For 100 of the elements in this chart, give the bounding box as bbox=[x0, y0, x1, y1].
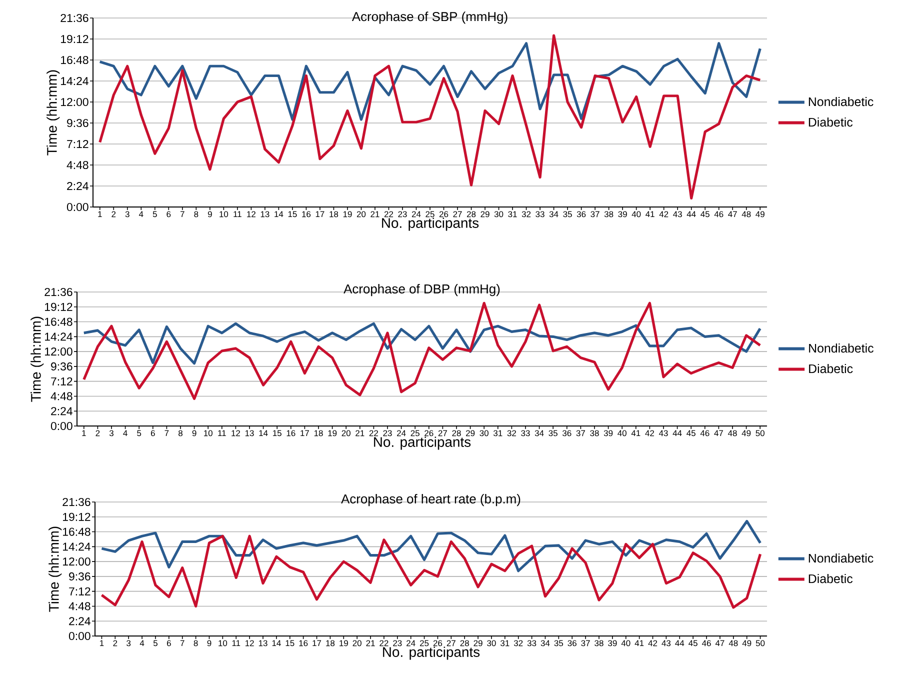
x-tick-label: 37 bbox=[590, 211, 600, 218]
x-tick-label: 38 bbox=[604, 211, 614, 218]
x-tick-label: 23 bbox=[398, 211, 407, 218]
x-tick-label: 43 bbox=[658, 430, 668, 436]
y-tick-label: 16:48 bbox=[45, 318, 72, 326]
x-tick-label: 12 bbox=[247, 211, 256, 218]
x-tick-label: 19 bbox=[328, 430, 337, 436]
y-tick-label: 7:12 bbox=[67, 140, 88, 148]
x-tick-label: 15 bbox=[286, 640, 294, 646]
x-tick-label: 39 bbox=[618, 211, 627, 218]
y-axis-title: Time (hh:mm) bbox=[46, 70, 60, 156]
x-axis-title: No. participants bbox=[382, 218, 479, 231]
x-tick-label: 15 bbox=[273, 430, 282, 436]
y-tick-label: 19:12 bbox=[45, 302, 72, 311]
x-tick-label: 5 bbox=[152, 211, 157, 218]
x-tick-label: 49 bbox=[756, 211, 764, 218]
x-tick-label: 2 bbox=[96, 430, 100, 436]
y-tick-label: 9:36 bbox=[67, 118, 88, 128]
x-tick-label: 14 bbox=[272, 640, 281, 646]
x-tick-label: 19 bbox=[340, 640, 348, 646]
x-tick-label: 4 bbox=[138, 211, 144, 218]
x-tick-label: 24 bbox=[406, 640, 416, 646]
x-tick-label: 9 bbox=[208, 211, 212, 218]
x-tick-label: 29 bbox=[480, 211, 490, 218]
x-tick-label: 5 bbox=[153, 640, 158, 646]
x-tick-label: 6 bbox=[166, 211, 171, 218]
x-tick-label: 8 bbox=[194, 211, 198, 218]
x-tick-label: 11 bbox=[218, 430, 226, 436]
y-tick-label: 14:24 bbox=[45, 332, 72, 341]
x-tick-label: 24 bbox=[412, 211, 421, 218]
x-tick-label: 3 bbox=[109, 430, 114, 436]
x-tick-label: 12 bbox=[232, 430, 240, 436]
x-tick-label: 41 bbox=[634, 640, 644, 646]
y-tick-label: 14:24 bbox=[61, 76, 88, 85]
x-tick-label: 18 bbox=[314, 430, 323, 436]
x-tick-label: 30 bbox=[494, 211, 504, 218]
x-tick-label: 48 bbox=[728, 430, 737, 436]
x-tick-label: 25 bbox=[410, 430, 420, 436]
y-tick-label: 19:12 bbox=[61, 34, 88, 44]
x-tick-label: 10 bbox=[220, 211, 228, 218]
x-tick-label: 46 bbox=[702, 640, 711, 646]
y-axis-title: Time (hh:mm) bbox=[30, 316, 44, 402]
x-tick-label: 37 bbox=[581, 640, 590, 646]
x-tick-label: 4 bbox=[123, 430, 128, 436]
line-series bbox=[100, 520, 762, 572]
x-tick-label: 20 bbox=[352, 640, 362, 646]
x-tick-label: 26 bbox=[424, 430, 434, 436]
x-tick-label: 49 bbox=[742, 640, 752, 646]
y-tick-label: 21:36 bbox=[44, 288, 72, 296]
y-tick-label: 21:36 bbox=[62, 498, 90, 506]
x-tick-label: 4 bbox=[140, 640, 144, 646]
x-tick-label: 32 bbox=[507, 430, 516, 436]
x-tick-label: 6 bbox=[167, 640, 171, 646]
x-tick-label: 17 bbox=[312, 640, 322, 646]
x-tick-label: 23 bbox=[383, 430, 392, 436]
x-tick-label: 15 bbox=[288, 211, 297, 218]
x-tick-label: 36 bbox=[568, 640, 576, 646]
x-tick-label: 28 bbox=[466, 211, 476, 218]
x-tick-label: 36 bbox=[562, 430, 572, 436]
x-tick-label: 10 bbox=[218, 640, 228, 646]
x-tick-label: 42 bbox=[659, 211, 668, 218]
x-tick-label: 14 bbox=[274, 211, 284, 218]
chart-title: Acrophase of DBP (mmHg) bbox=[344, 284, 500, 296]
x-tick-label: 37 bbox=[576, 430, 585, 436]
x-tick-label: 33 bbox=[527, 640, 536, 646]
x-tick-label: 50 bbox=[756, 640, 765, 646]
x-tick-label: 16 bbox=[286, 430, 296, 436]
x-tick-label: 29 bbox=[474, 640, 482, 646]
x-tick-label: 24 bbox=[397, 430, 406, 436]
x-tick-label: 30 bbox=[487, 640, 496, 646]
x-tick-label: 31 bbox=[494, 430, 502, 436]
x-tick-label: 7 bbox=[180, 640, 184, 646]
x-tick-label: 48 bbox=[728, 640, 738, 646]
x-tick-label: 27 bbox=[438, 430, 447, 436]
x-tick-label: 7 bbox=[180, 211, 184, 218]
x-tick-label: 28 bbox=[452, 430, 461, 436]
x-tick-label: 22 bbox=[369, 430, 378, 436]
x-tick-label: 9 bbox=[207, 640, 212, 646]
x-tick-label: 47 bbox=[728, 211, 737, 218]
y-axis-title: Time (hh:mm) bbox=[48, 526, 62, 612]
x-axis-title: No. participants bbox=[383, 646, 480, 660]
x-tick-label: 47 bbox=[714, 430, 723, 436]
x-tick-label: 3 bbox=[125, 211, 130, 218]
x-tick-label: 8 bbox=[178, 430, 182, 436]
y-tick-label: 7:12 bbox=[51, 377, 72, 386]
x-tick-label: 11 bbox=[232, 640, 240, 646]
x-tick-label: 43 bbox=[673, 211, 682, 218]
x-tick-label: 48 bbox=[742, 211, 751, 218]
y-tick-label: 0:00 bbox=[66, 202, 88, 212]
x-axis-title: No. participants bbox=[374, 436, 471, 450]
x-tick-label: 30 bbox=[480, 430, 488, 436]
x-tick-label: 3 bbox=[126, 640, 131, 646]
x-tick-label: 36 bbox=[576, 211, 586, 218]
y-tick-label: 12:00 bbox=[63, 558, 90, 566]
x-tick-label: 26 bbox=[439, 211, 448, 218]
x-tick-label: 40 bbox=[618, 430, 626, 436]
x-tick-label: 23 bbox=[393, 640, 402, 646]
x-tick-label: 10 bbox=[204, 430, 212, 436]
x-tick-label: 34 bbox=[534, 430, 544, 436]
x-tick-label: 45 bbox=[700, 211, 710, 218]
